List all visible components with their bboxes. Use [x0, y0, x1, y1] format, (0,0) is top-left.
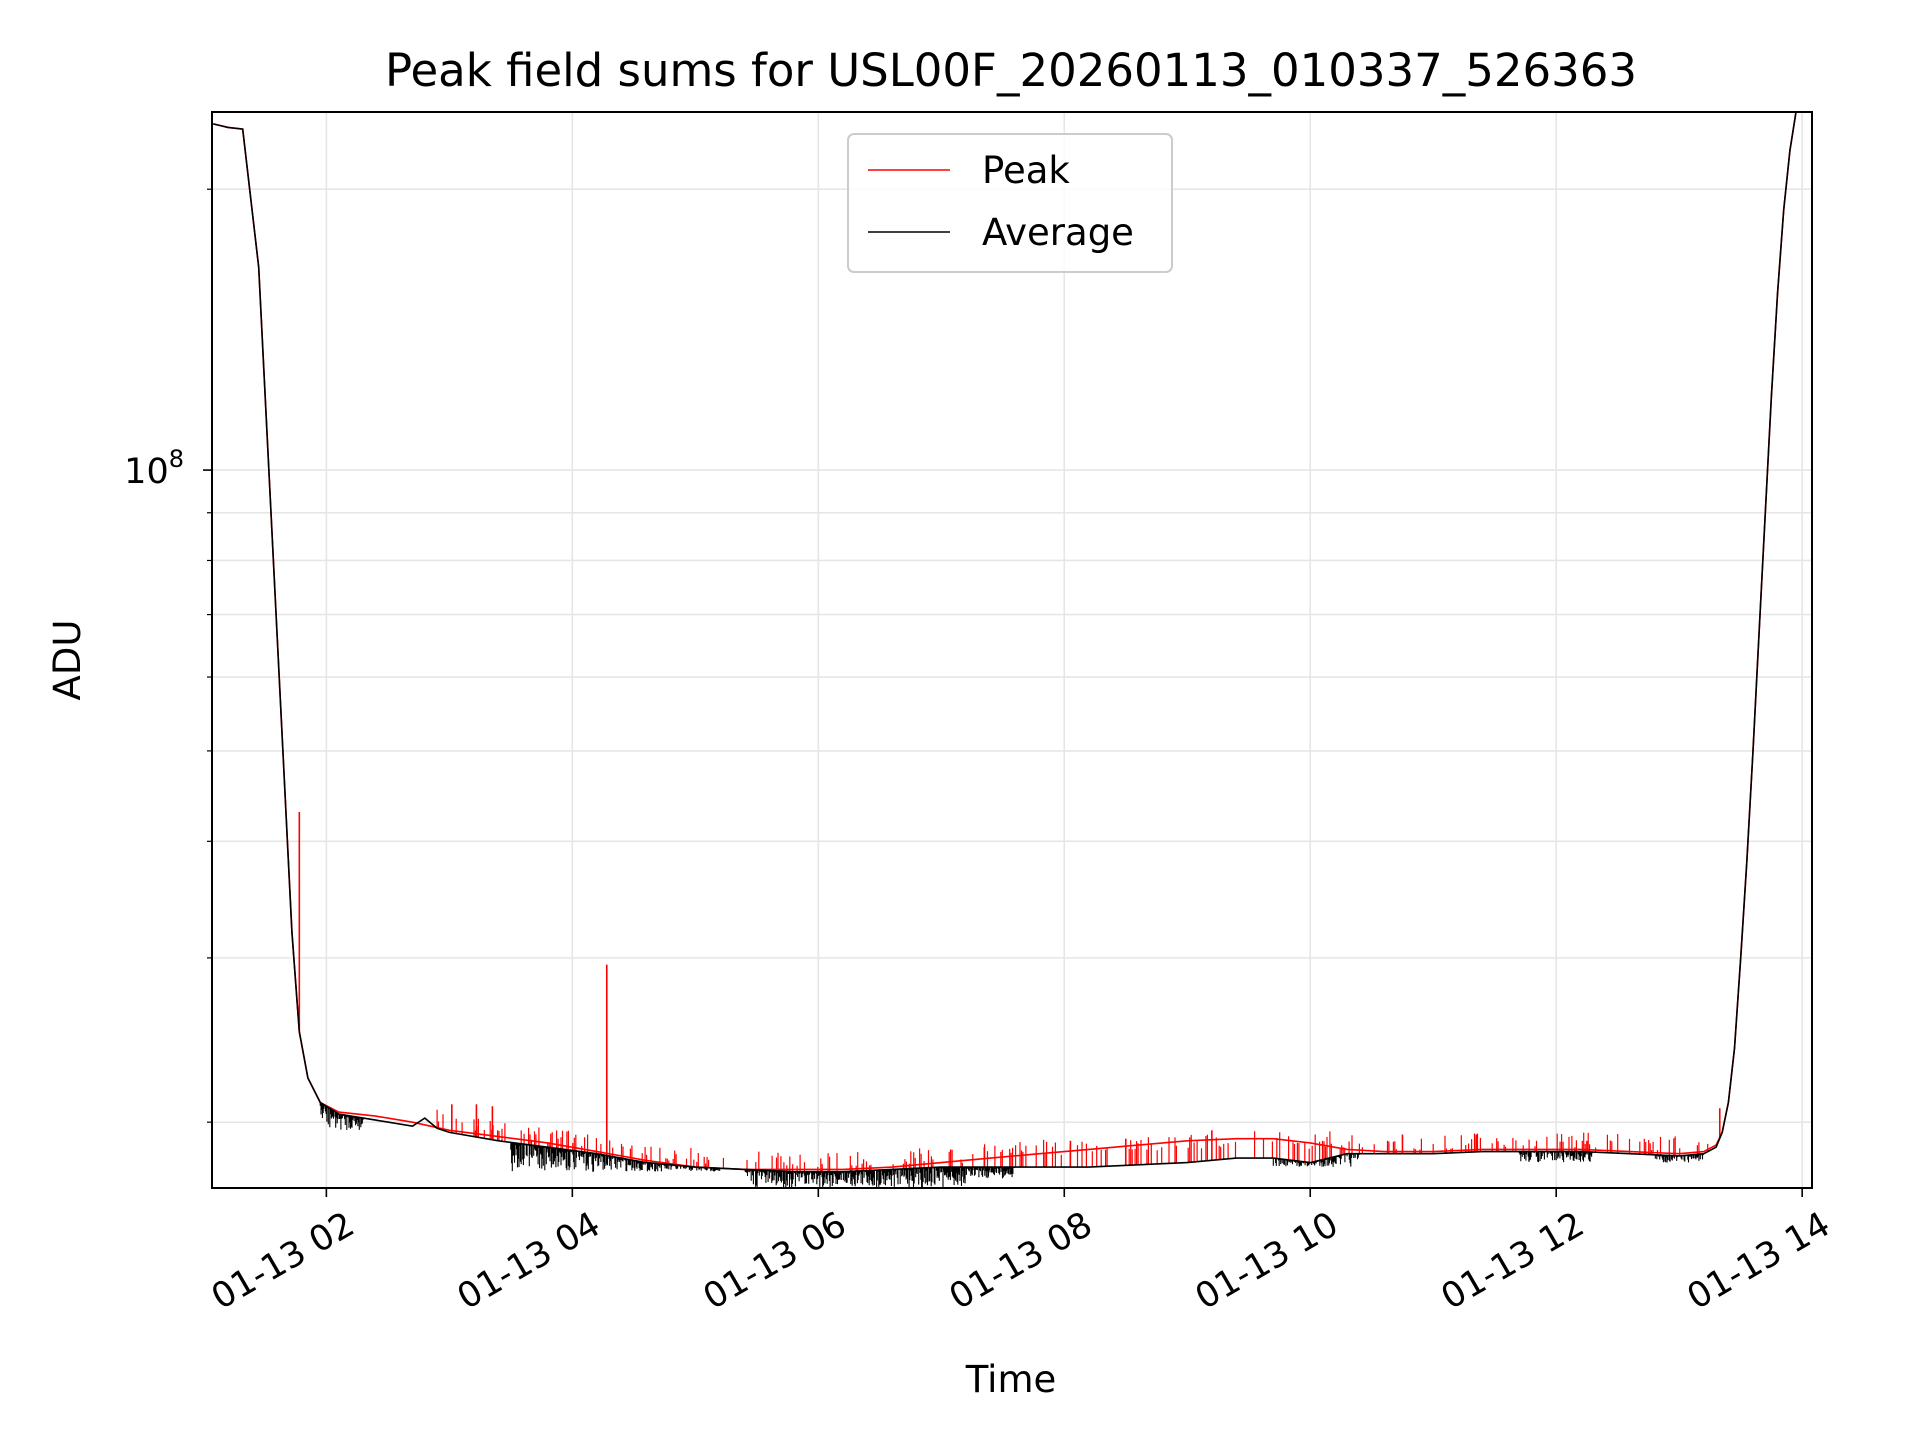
- plot-frame: [211, 111, 1813, 1189]
- plot-area: [213, 112, 1797, 1188]
- chart-title: Peak field sums for USL00F_20260113_0103…: [385, 44, 1637, 97]
- legend-average-label: Average: [982, 211, 1134, 254]
- x-axis-label: Time: [965, 1358, 1057, 1401]
- y-axis-label: ADU: [46, 620, 89, 701]
- legend-box: [847, 133, 1173, 273]
- legend-peak-label: Peak: [982, 149, 1070, 192]
- y-tick-label-base: 10: [124, 452, 169, 492]
- y-tick-label: 108: [124, 445, 184, 492]
- y-tick-label-exponent: 8: [169, 445, 184, 473]
- legend: Peak Average: [847, 133, 1173, 273]
- series-peak-excursions: [436, 1109, 1709, 1172]
- series-average-noise: [319, 1102, 1704, 1188]
